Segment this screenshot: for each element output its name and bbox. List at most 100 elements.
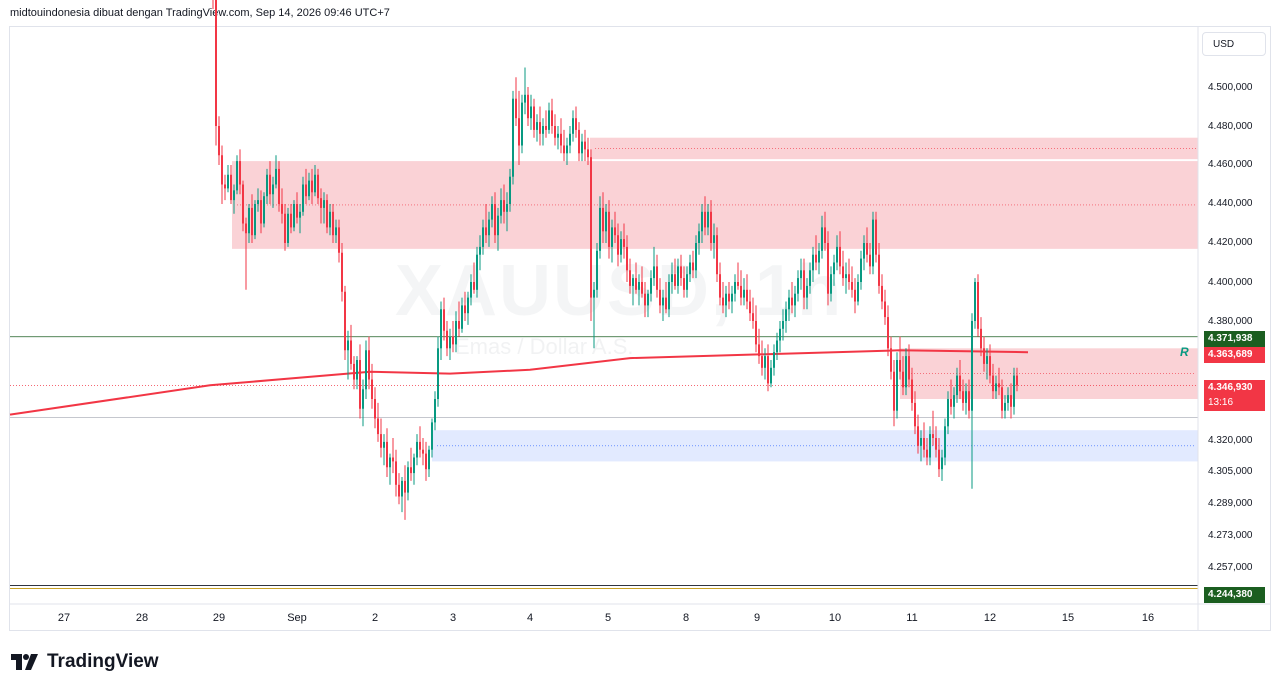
candle-body [341,252,343,292]
candle-body [980,328,982,349]
candle-body [494,204,496,236]
tradingview-logo[interactable]: TradingView [11,651,159,673]
candle-body [803,270,805,298]
candle-body [284,213,286,243]
candle-body [227,174,229,189]
candle-body [728,293,730,302]
candle-body [353,363,355,380]
candle-body [401,480,403,497]
candle-body [965,391,967,403]
chart-frame [9,26,1271,631]
candle-body [647,293,649,306]
candle-body [986,356,988,364]
candle-body [935,438,937,450]
candle-body [533,106,535,130]
candle-body [896,360,898,411]
y-tick-label: 4.480,000 [1208,121,1253,132]
x-tick-label: 15 [1061,612,1075,624]
candle-body [782,321,784,329]
candle-body [554,126,556,138]
candle-body [470,282,472,298]
description-watermark: Emas / Dollar A.S. [455,334,634,359]
candle-body [458,321,460,329]
candle-body [452,336,454,345]
candle-body [302,184,304,212]
candle-body [512,98,514,177]
candle-body [584,141,586,150]
last-price-tag: 4.346,930 [1204,380,1265,395]
currency-button[interactable]: USD [1202,32,1266,56]
candle-body [245,223,247,234]
candle-body [779,328,781,341]
candle-body [695,243,697,271]
candle-body [254,204,256,236]
candle-body [938,449,940,470]
candle-body [905,356,907,388]
candle-body [425,453,427,470]
candle-body [893,371,895,411]
candle-body [449,336,451,349]
candle-body [932,434,934,438]
candle-body [866,243,868,255]
candle-body [899,360,901,372]
candle-body [272,184,274,195]
x-tick-label: 12 [983,612,997,624]
y-tick-label: 4.289,000 [1208,498,1253,509]
candle-body [377,418,379,435]
candle-body [614,227,616,236]
candle-body [545,126,547,130]
candle-body [785,309,787,321]
candle-body [311,180,313,193]
candle-body [920,438,922,446]
candle-body [902,371,904,388]
candle-body [1016,375,1018,386]
candle-body [794,293,796,306]
y-tick-label: 4.380,000 [1208,316,1253,327]
candle-body [359,360,361,409]
candle-body [662,297,664,306]
candle-body [344,291,346,351]
candle-body [950,399,952,407]
candle-body [503,200,505,212]
candle-body [974,282,976,321]
candle-body [605,211,607,232]
candle-body [842,266,844,279]
candle-body [911,379,913,403]
chart-attribution: midtouindonesia dibuat dengan TradingVie… [10,7,390,19]
candle-body [995,383,997,392]
x-tick-label: 5 [604,612,612,624]
candle-body [467,297,469,314]
candle-body [275,168,277,185]
candle-body [356,360,358,380]
candle-body [383,441,385,448]
candle-body [578,129,580,154]
candle-body [347,340,349,351]
candle-body [374,399,376,419]
candle-body [395,461,397,485]
candle-body [407,467,409,493]
candle-body [857,282,859,302]
candle-body [773,352,775,368]
candle-body [215,0,217,126]
candle-body [431,422,433,450]
candle-body [752,313,754,321]
candle-body [740,285,742,298]
candle-body [536,122,538,130]
candle-body [698,231,700,243]
candle-body [338,227,340,253]
candle-body [419,441,421,450]
candle-body [851,282,853,290]
x-tick-label: 4 [526,612,534,624]
candle-body [608,211,610,247]
candle-body [506,204,508,212]
candle-body [596,250,598,290]
candle-body [758,344,760,357]
candle-body [716,235,718,275]
candle-body [560,133,562,146]
y-tick-label: 4.257,000 [1208,562,1253,573]
candle-body [317,174,319,199]
x-tick-label: 8 [682,612,690,624]
candle-body [722,297,724,306]
candle-body [509,176,511,204]
